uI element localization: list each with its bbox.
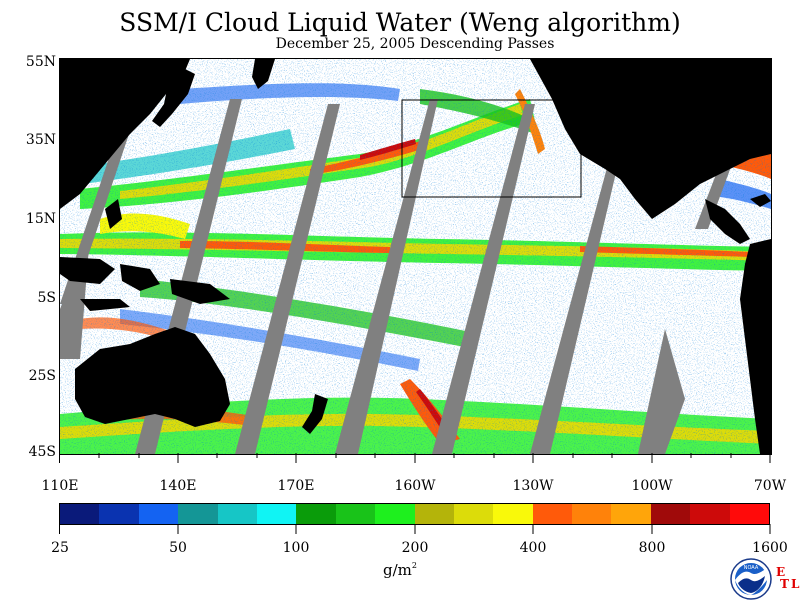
colorbar-swatch — [453, 504, 494, 524]
lon-ticks — [59, 453, 771, 463]
lat-label: 35N — [25, 132, 56, 148]
lat-label: 5S — [37, 290, 57, 306]
lon-label: 160W — [394, 478, 436, 494]
svg-text:NOAA: NOAA — [744, 565, 759, 571]
colorbar-swatch — [335, 504, 376, 524]
lat-label: 25S — [28, 368, 56, 384]
noaa-logo-icon: NOAA — [730, 558, 772, 600]
lat-label: 45S — [28, 444, 56, 460]
colorbar-swatch — [99, 504, 139, 524]
colorbar-swatch — [690, 504, 730, 524]
lon-label: 170E — [277, 478, 315, 494]
colorbar-swatch — [217, 504, 257, 524]
colorbar-swatch — [60, 504, 100, 524]
lon-label: 110E — [41, 478, 79, 494]
colorbar-swatch — [650, 504, 691, 524]
land-masses — [60, 59, 771, 454]
colorbar-swatch — [493, 504, 533, 524]
map-title: SSM/I Cloud Liquid Water (Weng algorithm… — [119, 8, 681, 37]
lon-label: 140E — [159, 478, 197, 494]
colorbar-label: 50 — [169, 540, 187, 556]
colorbar — [59, 503, 770, 525]
colorbar-label: 25 — [51, 540, 69, 556]
colorbar-label: 1600 — [752, 540, 788, 556]
lon-label: 130W — [512, 478, 554, 494]
colorbar-swatch — [138, 504, 179, 524]
colorbar-label: 200 — [401, 540, 429, 556]
colorbar-swatch — [256, 504, 297, 524]
lon-label: 70W — [753, 478, 787, 494]
colorbar-label: 100 — [282, 540, 310, 556]
colorbar-swatch — [572, 504, 612, 524]
colorbar-swatch — [375, 504, 415, 524]
lat-label: 55N — [25, 54, 56, 70]
colorbar-swatch — [611, 504, 651, 524]
colorbar-label: 800 — [638, 540, 666, 556]
colorbar-ticks — [59, 524, 771, 534]
cloud-liquid-water-map — [59, 58, 772, 455]
colorbar-swatch — [729, 504, 770, 524]
map-subtitle: December 25, 2005 Descending Passes — [275, 36, 555, 52]
colorbar-swatch — [532, 504, 573, 524]
lat-label: 15N — [25, 211, 56, 227]
region-box — [401, 99, 582, 198]
lon-label: 100W — [631, 478, 673, 494]
colorbar-swatch — [414, 504, 454, 524]
colorbar-swatch — [178, 504, 218, 524]
colorbar-unit: g/m2 — [383, 561, 417, 579]
colorbar-swatch — [296, 504, 336, 524]
colorbar-label: 400 — [519, 540, 547, 556]
no-data-swaths — [60, 99, 732, 454]
